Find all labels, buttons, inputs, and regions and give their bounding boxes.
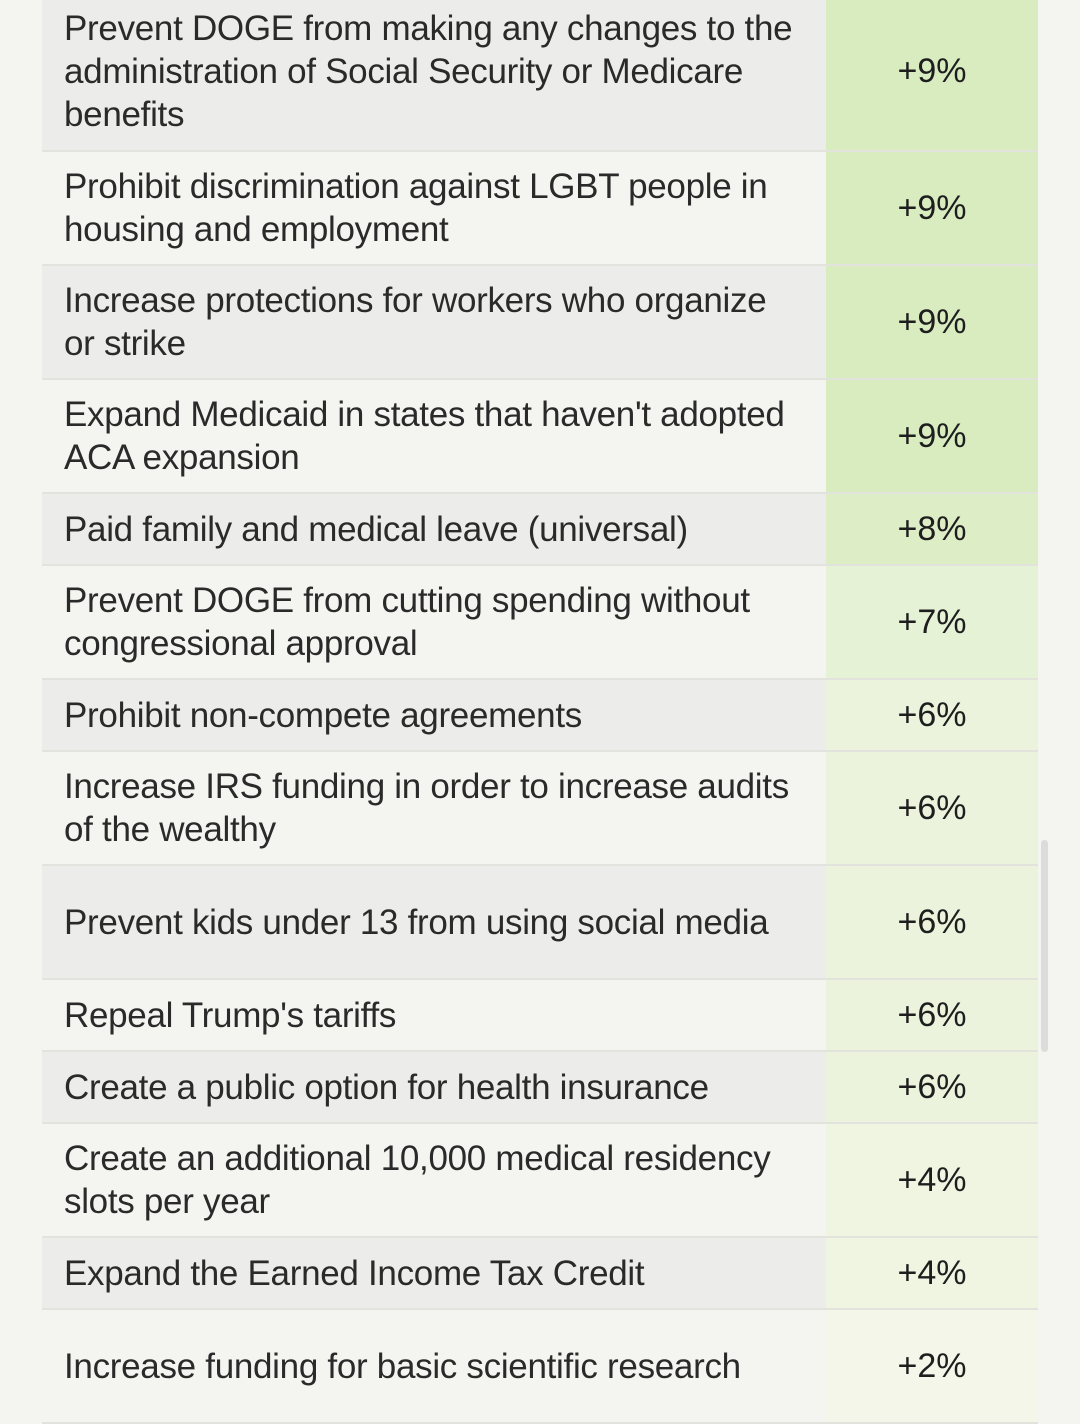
table-row: Create an additional 10,000 medical resi… bbox=[42, 1124, 1038, 1238]
net-support-value: +6% bbox=[826, 1052, 1038, 1122]
net-support-value: +6% bbox=[826, 980, 1038, 1050]
table-row: Prohibit non-compete agreements +6% bbox=[42, 680, 1038, 752]
net-support-value: +9% bbox=[826, 266, 1038, 378]
policy-label: Increase protections for workers who org… bbox=[42, 266, 826, 378]
table-row: Prevent DOGE from making any changes to … bbox=[42, 0, 1038, 152]
policy-label: Expand Medicaid in states that haven't a… bbox=[42, 380, 826, 492]
policy-label: Prevent DOGE from cutting spending witho… bbox=[42, 566, 826, 678]
policy-label: Prohibit discrimination against LGBT peo… bbox=[42, 152, 826, 264]
net-support-value: +4% bbox=[826, 1238, 1038, 1308]
net-support-value: +6% bbox=[826, 752, 1038, 864]
net-support-value: +6% bbox=[826, 680, 1038, 750]
policy-label: Prevent DOGE from making any changes to … bbox=[42, 0, 826, 150]
net-support-value: +7% bbox=[826, 566, 1038, 678]
policy-label: Repeal Trump's tariffs bbox=[42, 980, 826, 1050]
net-support-value: +6% bbox=[826, 866, 1038, 978]
policy-label: Create a public option for health insura… bbox=[42, 1052, 826, 1122]
net-support-value: +9% bbox=[826, 0, 1038, 150]
net-support-value: +4% bbox=[826, 1124, 1038, 1236]
policy-label: Prohibit non-compete agreements bbox=[42, 680, 826, 750]
table-row: Paid family and medical leave (universal… bbox=[42, 494, 1038, 566]
table-row: Expand Medicaid in states that haven't a… bbox=[42, 380, 1038, 494]
policy-table: Prevent DOGE from making any changes to … bbox=[42, 0, 1038, 1424]
net-support-value: +9% bbox=[826, 152, 1038, 264]
table-row: Prohibit discrimination against LGBT peo… bbox=[42, 152, 1038, 266]
net-support-value: +2% bbox=[826, 1310, 1038, 1422]
net-support-value: +8% bbox=[826, 494, 1038, 564]
policy-label: Increase IRS funding in order to increas… bbox=[42, 752, 826, 864]
table-row: Increase IRS funding in order to increas… bbox=[42, 752, 1038, 866]
table-row: Prevent DOGE from cutting spending witho… bbox=[42, 566, 1038, 680]
scrollbar[interactable] bbox=[1041, 840, 1048, 1052]
policy-label: Paid family and medical leave (universal… bbox=[42, 494, 826, 564]
table-row: Increase protections for workers who org… bbox=[42, 266, 1038, 380]
table-row: Increase funding for basic scientific re… bbox=[42, 1310, 1038, 1424]
policy-label: Expand the Earned Income Tax Credit bbox=[42, 1238, 826, 1308]
table-row: Create a public option for health insura… bbox=[42, 1052, 1038, 1124]
policy-label: Prevent kids under 13 from using social … bbox=[42, 866, 826, 978]
table-row: Expand the Earned Income Tax Credit +4% bbox=[42, 1238, 1038, 1310]
policy-label: Increase funding for basic scientific re… bbox=[42, 1310, 826, 1422]
table-row: Repeal Trump's tariffs +6% bbox=[42, 980, 1038, 1052]
net-support-value: +9% bbox=[826, 380, 1038, 492]
policy-label: Create an additional 10,000 medical resi… bbox=[42, 1124, 826, 1236]
table-row: Prevent kids under 13 from using social … bbox=[42, 866, 1038, 980]
